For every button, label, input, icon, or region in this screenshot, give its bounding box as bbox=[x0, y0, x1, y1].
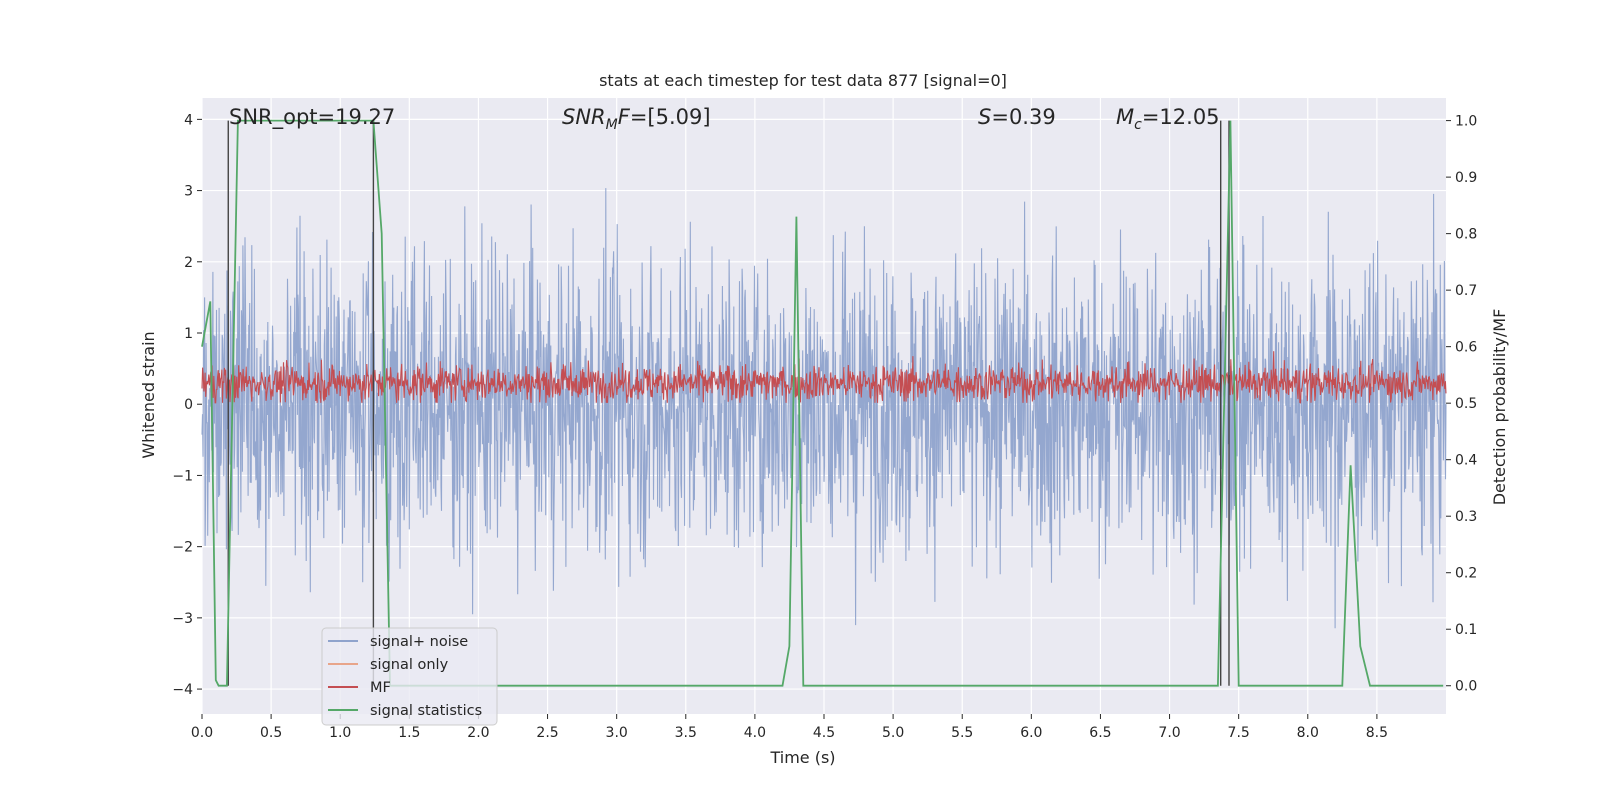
annotation-snr-opt: SNR_opt=19.27 bbox=[229, 105, 395, 130]
x-tick-label: 4.0 bbox=[744, 725, 766, 741]
chart-title: stats at each timestep for test data 877… bbox=[599, 71, 1007, 90]
plot-area bbox=[201, 98, 1447, 714]
y2-tick-label: 0.3 bbox=[1455, 509, 1477, 525]
y-tick-label: 2 bbox=[184, 255, 193, 271]
x-tick-label: 5.5 bbox=[951, 725, 973, 741]
x-tick-label: 3.5 bbox=[675, 725, 697, 741]
y2-tick-label: 0.4 bbox=[1455, 453, 1477, 469]
y2-tick-label: 0.1 bbox=[1455, 622, 1477, 638]
y-tick-label: 0 bbox=[184, 397, 193, 413]
y2-tick-label: 0.6 bbox=[1455, 340, 1477, 356]
snr-mf-val: =[5.09] bbox=[630, 105, 711, 129]
x-tick-label: 8.0 bbox=[1297, 725, 1319, 741]
y2-tick-label: 0.7 bbox=[1455, 283, 1477, 299]
snr-mf-var: SNR bbox=[562, 105, 606, 129]
annotation-snr-mf: SNRMF=[5.09] bbox=[562, 105, 711, 133]
x-tick-label: 4.5 bbox=[813, 725, 835, 741]
y-tick-label: 1 bbox=[184, 326, 193, 342]
mc-sub: c bbox=[1134, 117, 1142, 133]
legend-label-signal-statistics: signal statistics bbox=[370, 703, 482, 719]
mc-var: M bbox=[1116, 105, 1134, 129]
y-tick-label: −2 bbox=[172, 540, 193, 556]
x-tick-label: 2.5 bbox=[536, 725, 558, 741]
y2-tick-label: 0.8 bbox=[1455, 227, 1477, 243]
x-tick-label: 0.0 bbox=[191, 725, 213, 741]
snr-mf-sub: M bbox=[606, 117, 618, 133]
y2-tick-label: 0.9 bbox=[1455, 170, 1477, 186]
legend-box bbox=[321, 627, 498, 726]
legend-label-signal-noise: signal+ noise bbox=[370, 634, 468, 650]
series-signal-statistics-line bbox=[201, 119, 1444, 687]
x-axis-label: Time (s) bbox=[769, 748, 835, 767]
x-tick-label: 5.0 bbox=[882, 725, 904, 741]
legend: signal+ noise signal only MF signal stat… bbox=[321, 627, 498, 726]
x-tick-label: 1.0 bbox=[329, 725, 351, 741]
snr-mf-var2: F bbox=[618, 105, 631, 129]
x-tick-label: 7.0 bbox=[1158, 725, 1180, 741]
y-tick-label: −1 bbox=[172, 468, 193, 484]
series-signal-noise-line bbox=[201, 188, 1447, 629]
y-axis-label: Whitened strain bbox=[139, 331, 158, 458]
y2-tick-label: 0.2 bbox=[1455, 566, 1477, 582]
y-tick-label: 3 bbox=[184, 184, 193, 200]
legend-label-mf: MF bbox=[370, 680, 391, 696]
x-tick-label: 6.0 bbox=[1020, 725, 1042, 741]
x-tick-label: 3.0 bbox=[606, 725, 628, 741]
s-val: =0.39 bbox=[991, 105, 1055, 129]
x-tick-label: 1.5 bbox=[398, 725, 420, 741]
legend-label-signal-only: signal only bbox=[370, 657, 449, 673]
series-mf-line bbox=[201, 351, 1447, 404]
y2-tick-label: 0.0 bbox=[1455, 679, 1477, 695]
x-tick-label: 7.5 bbox=[1228, 725, 1250, 741]
y-tick-label: 4 bbox=[184, 112, 193, 128]
y2-tick-label: 1.0 bbox=[1455, 114, 1477, 130]
mc-val: =12.05 bbox=[1142, 105, 1220, 129]
y2-tick-label: 0.5 bbox=[1455, 396, 1477, 412]
y2-axis-label: Detection probability/MF bbox=[1490, 309, 1509, 506]
x-tick-label: 0.5 bbox=[260, 725, 282, 741]
axes: 0.0 0.5 1.0 1.5 2.0 2.5 3.0 3.5 4.0 4.5 5.0 5.5 6.0 6… bbox=[172, 112, 1477, 741]
y-tick-label: −4 bbox=[172, 682, 193, 698]
x-tick-label: 2.0 bbox=[467, 725, 489, 741]
x-tick-label: 6.5 bbox=[1089, 725, 1111, 741]
annotation-mc: Mc=12.05 bbox=[1116, 105, 1220, 133]
y-tick-label: −3 bbox=[172, 611, 193, 627]
s-var: S bbox=[978, 105, 991, 129]
annotation-s: S=0.39 bbox=[978, 105, 1056, 129]
x-tick-label: 8.5 bbox=[1366, 725, 1388, 741]
